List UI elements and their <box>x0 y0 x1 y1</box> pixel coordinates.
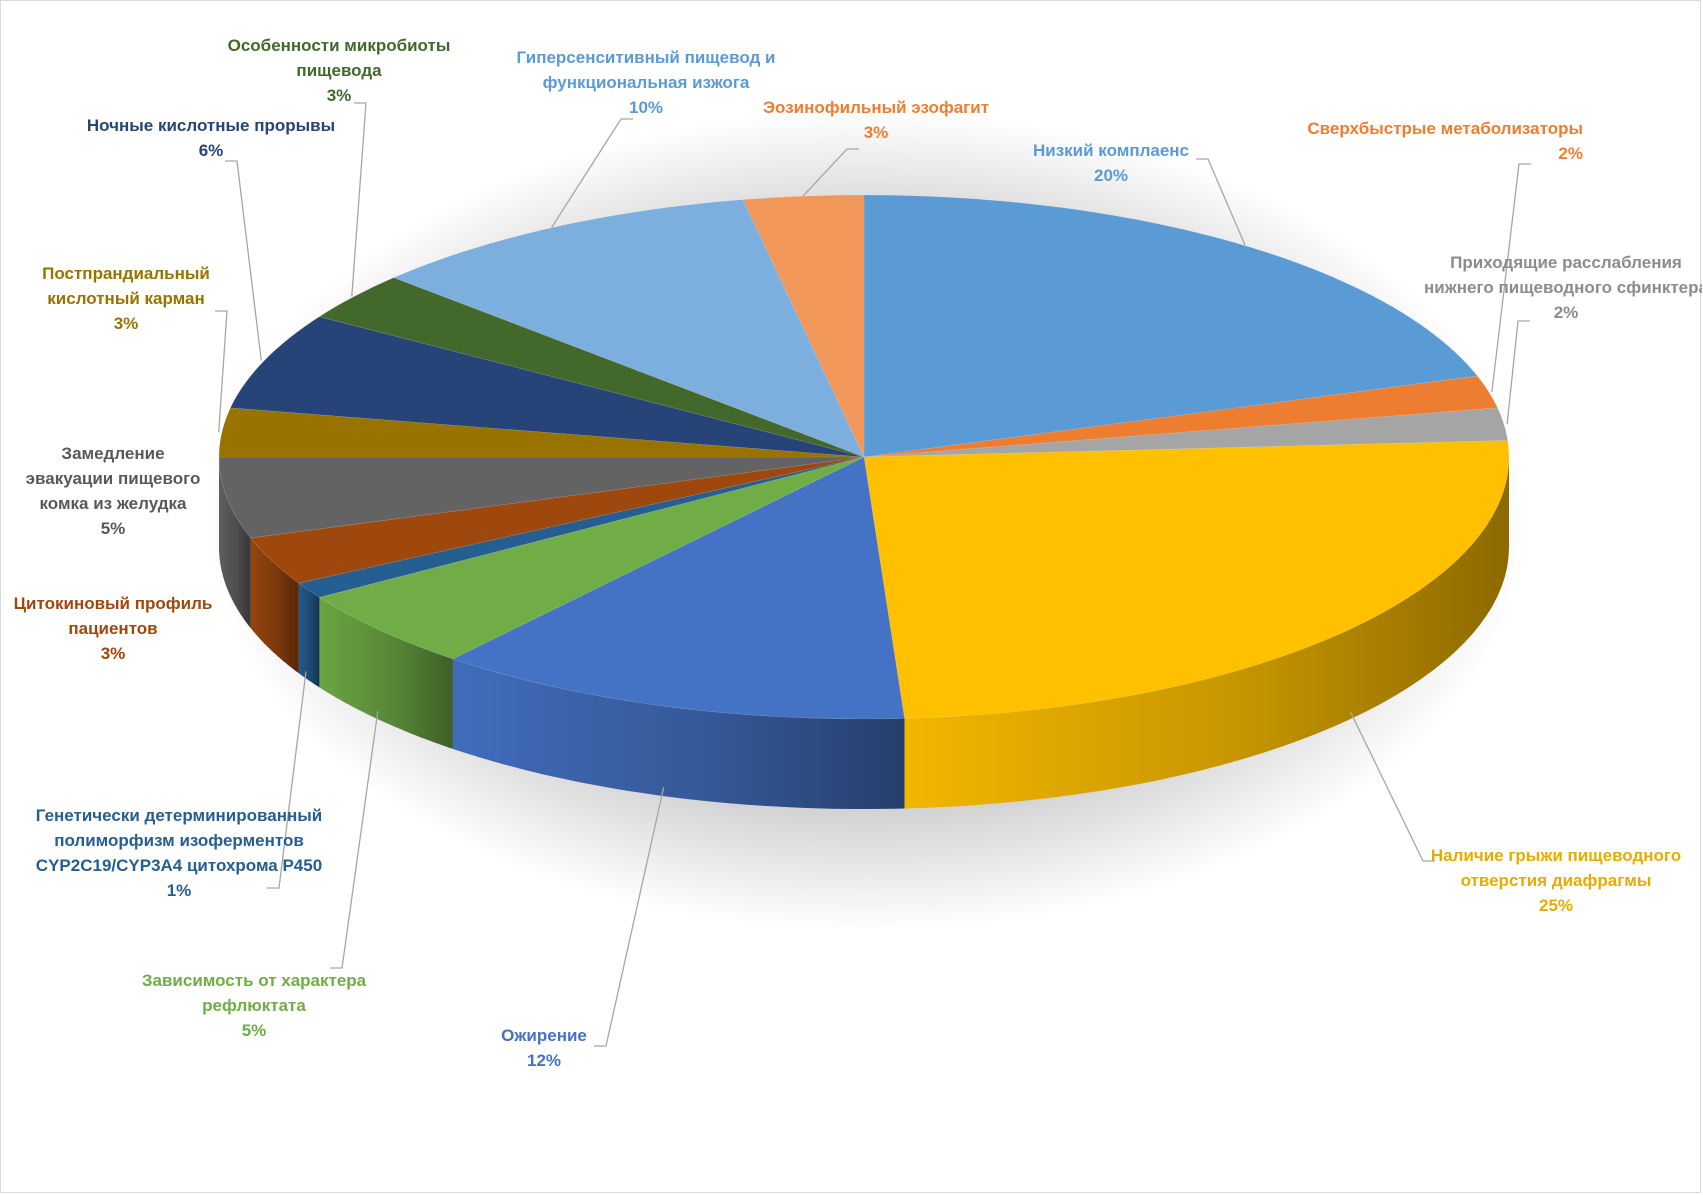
slice-name-line: эвакуации пищевого <box>26 469 201 488</box>
slice-percent: 1% <box>167 881 192 900</box>
leader-line-низкий-комплаенс <box>1196 158 1246 246</box>
slice-гиперсенситивный-пищевод-и-функциональная-изжога[interactable] <box>392 199 865 458</box>
leader-lines <box>215 102 1531 1047</box>
slice-side-shade <box>904 457 1509 809</box>
slice-name-line: Особенности микробиоты <box>228 36 451 55</box>
slice-наличие-грыжи-пищеводного-отверстия-диафрагмы[interactable] <box>863 440 1510 719</box>
pie-tops <box>218 194 1510 720</box>
slice-цитокиновый-профиль-пациентов[interactable] <box>250 456 865 584</box>
slice-side-shade <box>298 583 320 688</box>
leader-line-эозинофильный-эзофагит <box>802 148 859 197</box>
leader-line-генетически-детерминированный-полиморфизм-изоферментов-cyp2c19-cyp3a4-цитохрома-p450 <box>267 671 307 889</box>
slice-label-ожирение: Ожирение 12% <box>501 1026 587 1070</box>
slice-side-shade <box>250 538 299 674</box>
slice-label-зависимость-от-характера-рефлюктата: Зависимость от характера рефлюктата 5% <box>142 971 367 1040</box>
slice-name-line: нижнего пищеводного сфинктера <box>1424 278 1702 297</box>
slice-label-сверхбыстрые-метаболизаторы: Сверхбыстрые метаболизаторы 2% <box>1307 119 1583 163</box>
slice-name-line: Эозинофильный эзофагит <box>763 98 989 117</box>
slice-name-line: полиморфизм изоферментов <box>54 831 304 850</box>
slice-name-line: Наличие грыжи пищеводного <box>1431 846 1681 865</box>
slice-labels: Низкий комплаенс 20% Сверхбыстрые метаболи… <box>14 36 1702 1070</box>
slice-label-постпрандиальный-кислотный-карман: Постпрандиальный кислотный карман 3% <box>42 264 210 333</box>
pie-sides <box>219 457 1509 809</box>
slice-приходящие-расслабления-нижнего-пищеводного-сфинктера[interactable] <box>863 407 1509 458</box>
slice-label-приходящие-расслабления-нижнего-пищеводного-сфинктера: Приходящие расслабления нижнего пищеводно… <box>1424 253 1702 322</box>
slice-name-line: Сверхбыстрые метаболизаторы <box>1307 119 1583 138</box>
slice-percent: 20% <box>1094 166 1128 185</box>
leader-line-приходящие-расслабления-нижнего-пищеводного-сфинктера <box>1506 320 1530 425</box>
slice-side-shade <box>452 658 905 809</box>
slice-percent: 5% <box>242 1021 267 1040</box>
slice-side-shade <box>319 597 453 749</box>
slice-name-line: рефлюктата <box>202 996 306 1015</box>
slice-percent: 12% <box>527 1051 561 1070</box>
slice-сверхбыстрые-метаболизаторы[interactable] <box>863 375 1499 458</box>
slice-зависимость-от-характера-рефлюктата[interactable] <box>318 456 865 660</box>
slice-name-line: Гиперсенситивный пищевод и <box>517 48 776 67</box>
slice-name-line: Зависимость от характера <box>142 971 367 990</box>
slice-name-line: CYP2C19/CYP3A4 цитохрома P450 <box>36 856 322 875</box>
slice-percent: 5% <box>101 519 126 538</box>
slice-name-line: отверстия диафрагмы <box>1461 871 1652 890</box>
slice-percent: 10% <box>629 98 663 117</box>
slice-label-эозинофильный-эзофагит: Эозинофильный эзофагит 3% <box>763 98 989 142</box>
leader-line-сверхбыстрые-метаболизаторы <box>1491 163 1531 392</box>
slice-name-line: функциональная изжога <box>543 73 750 92</box>
slice-name-line: Ночные кислотные прорывы <box>87 116 335 135</box>
slice-низкий-комплаенс[interactable] <box>863 194 1478 458</box>
slice-label-гиперсенситивный-пищевод-и-функциональная-изжога: Гиперсенситивный пищевод и функциональная… <box>517 48 776 117</box>
slice-name-line: кислотный карман <box>47 289 204 308</box>
slice-label-генетически-детерминированный-полиморфизм-изоферментов-cyp2c19-cyp3a4-цитохрома-p450: Генетически детерминированный полиморфизм… <box>36 806 322 900</box>
slice-name-line: пациентов <box>68 619 157 638</box>
slice-label-низкий-комплаенс: Низкий комплаенс 20% <box>1033 141 1189 185</box>
slice-label-замедление-эвакуации-пищевого-комка-из-желудка: Замедление эвакуации пищевого комка из жел… <box>26 444 201 538</box>
leader-line-постпрандиальный-кислотный-карман <box>215 310 228 433</box>
slice-percent: 2% <box>1558 144 1583 163</box>
leader-line-наличие-грыжи-пищеводного-отверстия-диафрагмы <box>1349 711 1435 862</box>
slice-label-особенности-микробиоты-пищевода: Особенности микробиоты пищевода 3% <box>228 36 451 105</box>
slice-label-наличие-грыжи-пищеводного-отверстия-диафрагмы: Наличие грыжи пищеводного отверстия диафр… <box>1431 846 1681 915</box>
slice-name-line: Постпрандиальный <box>42 264 210 283</box>
slice-ночные-кислотные-прорывы[interactable] <box>229 316 865 458</box>
slice-percent: 3% <box>114 314 139 333</box>
slice-percent: 3% <box>327 86 352 105</box>
slice-name-line: Цитокиновый профиль <box>14 594 213 613</box>
slice-name-line: Приходящие расслабления <box>1450 253 1682 272</box>
slice-ожирение[interactable] <box>452 456 905 720</box>
slice-label-ночные-кислотные-прорывы: Ночные кислотные прорывы 6% <box>87 116 335 160</box>
slice-side-shade <box>219 457 251 628</box>
leader-line-ожирение <box>594 787 665 1047</box>
slice-percent: 2% <box>1554 303 1579 322</box>
slice-особенности-микробиоты-пищевода[interactable] <box>318 277 865 458</box>
slice-percent: 6% <box>199 141 224 160</box>
leader-line-ночные-кислотные-прорывы <box>225 160 262 361</box>
leader-line-гиперсенситивный-пищевод-и-функциональная-изжога <box>551 118 633 228</box>
slice-percent: 3% <box>864 123 889 142</box>
slice-name-line: Низкий комплаенс <box>1033 141 1189 160</box>
slice-name-line: пищевода <box>296 61 382 80</box>
leader-line-зависимость-от-характера-рефлюктата <box>330 711 379 969</box>
leader-line-особенности-микробиоты-пищевода <box>351 102 367 297</box>
slice-постпрандиальный-кислотный-карман[interactable] <box>218 407 865 458</box>
slice-name-line: Генетически детерминированный <box>36 806 322 825</box>
slice-name-line: Замедление <box>61 444 164 463</box>
slice-name-line: комка из желудка <box>40 494 188 513</box>
slice-percent: 25% <box>1539 896 1573 915</box>
slice-замедление-эвакуации-пищевого-комка-из-желудка[interactable] <box>218 456 865 539</box>
slice-name-line: Ожирение <box>501 1026 587 1045</box>
slice-percent: 3% <box>101 644 126 663</box>
slice-label-цитокиновый-профиль-пациентов: Цитокиновый профиль пациентов 3% <box>14 594 213 663</box>
